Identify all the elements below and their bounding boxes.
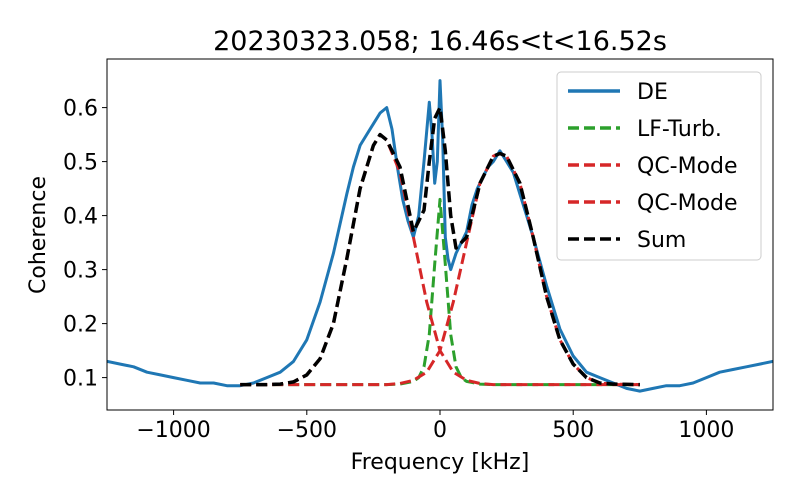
x-axis: −1000 −500 0 500 1000 (136, 410, 734, 443)
x-tick-label: 1000 (678, 418, 734, 443)
legend-box (556, 71, 762, 261)
y-axis-label: Coherence (26, 176, 51, 294)
x-tick-label: 500 (552, 418, 594, 443)
y-tick-label: 0.2 (63, 313, 98, 338)
x-tick-label: −1000 (136, 418, 210, 443)
x-tick-label: −500 (277, 418, 337, 443)
chart-title: 20230323.058; 16.46s<t<16.52s (213, 26, 667, 57)
y-tick-label: 0.1 (63, 367, 98, 392)
y-tick-label: 0.4 (63, 205, 98, 230)
series-line-sum-4 (240, 105, 640, 387)
y-tick-label: 0.6 (63, 97, 98, 122)
x-axis-label: Frequency [kHz] (351, 450, 530, 475)
legend-label-de: DE (637, 80, 668, 105)
y-tick-label: 0.5 (63, 151, 98, 176)
y-tick-label: 0.3 (63, 259, 98, 284)
legend-label-qc-mode: QC-Mode (637, 154, 738, 179)
x-tick-label: 0 (433, 418, 447, 443)
series-layer (107, 79, 773, 393)
legend-label-lf-turb: LF-Turb. (637, 117, 722, 142)
legend-label-qc-mode: QC-Mode (637, 191, 738, 216)
y-axis: 0.1 0.2 0.3 0.4 0.5 0.6 (63, 97, 107, 392)
legend: DE LF-Turb. QC-Mode QC-Mode Sum (556, 71, 762, 261)
legend-label-sum: Sum (637, 228, 686, 253)
